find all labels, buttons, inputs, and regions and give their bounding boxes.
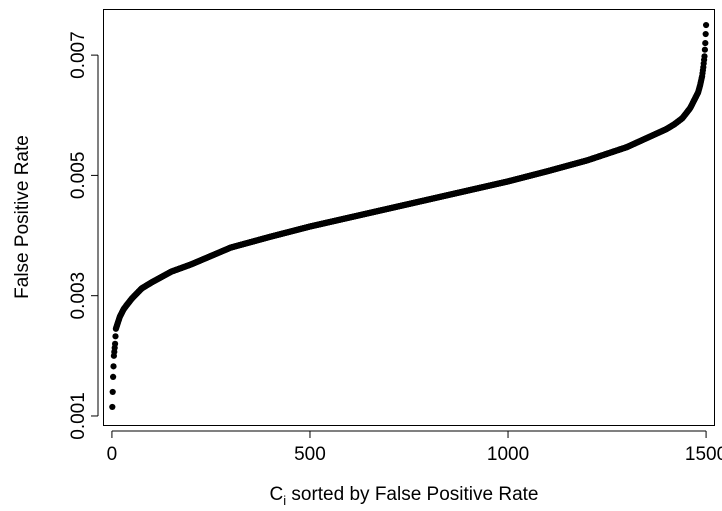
- x-axis-title-subscript: i: [283, 493, 286, 508]
- data-point: [701, 53, 708, 60]
- data-point: [112, 333, 119, 340]
- x-axis: 0 500 1000 1500: [107, 430, 722, 465]
- y-tick-label: 0.003: [68, 272, 89, 320]
- data-point: [702, 21, 710, 29]
- x-tick-label: 1500: [685, 444, 722, 465]
- x-tick-label: 1000: [487, 444, 529, 465]
- y-tick-label: 0.007: [68, 31, 89, 79]
- data-point: [109, 388, 116, 396]
- data-point: [110, 373, 117, 380]
- data-points: [109, 21, 710, 411]
- plot-frame: [103, 9, 715, 426]
- x-tick-label: 0: [107, 444, 118, 465]
- data-point: [702, 39, 709, 47]
- x-axis-title: Ci sorted by False Positive Rate: [269, 484, 538, 508]
- y-axis-title: False Positive Rate: [12, 135, 33, 299]
- y-axis: 0.001 0.003 0.005 0.007: [68, 31, 99, 440]
- x-tick-label: 500: [294, 444, 326, 465]
- y-tick-label: 0.005: [68, 152, 89, 200]
- y-tick-label: 0.001: [68, 392, 89, 440]
- data-point: [702, 30, 709, 38]
- data-point: [109, 403, 116, 411]
- data-point: [110, 363, 117, 370]
- data-point: [111, 340, 119, 347]
- data-point: [701, 46, 708, 53]
